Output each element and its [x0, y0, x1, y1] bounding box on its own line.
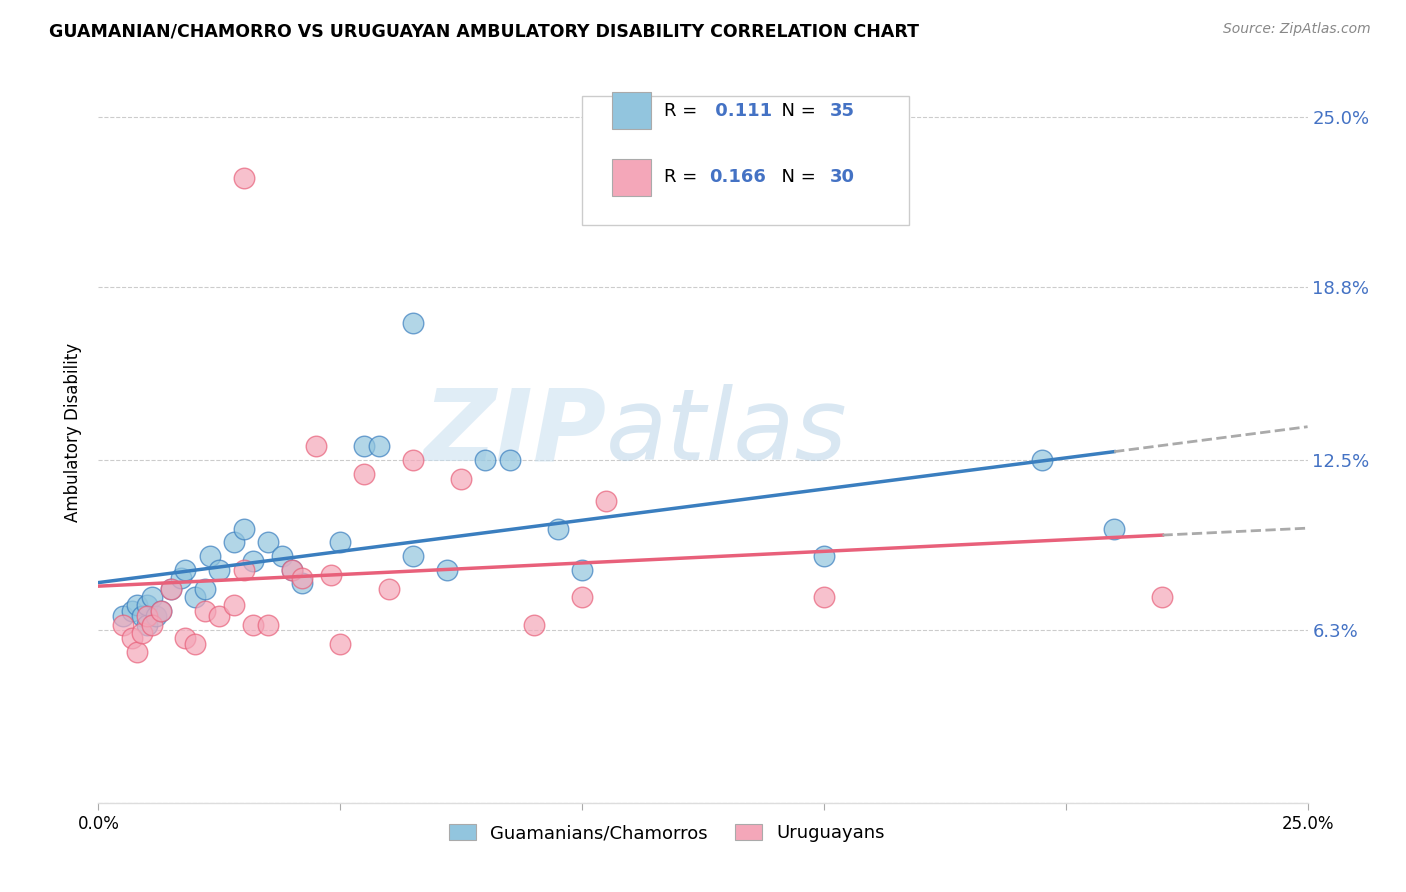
Point [111, 609, 134, 624]
Point [184, 590, 207, 604]
Point [141, 590, 163, 604]
Text: N =: N = [769, 169, 821, 186]
Point [242, 617, 264, 632]
Point [135, 617, 157, 632]
Point [194, 582, 217, 596]
Text: ZIP: ZIP [423, 384, 606, 481]
Point [232, 170, 254, 185]
Point [150, 604, 173, 618]
Point [290, 571, 312, 585]
Point [1152, 590, 1174, 604]
Point [184, 637, 207, 651]
Point [281, 563, 304, 577]
Point [169, 571, 191, 585]
Point [450, 472, 472, 486]
Text: N =: N = [769, 102, 821, 120]
Point [141, 617, 163, 632]
Point [377, 582, 399, 596]
Point [127, 645, 149, 659]
Point [281, 563, 304, 577]
Point [329, 535, 352, 549]
Text: 30: 30 [830, 169, 855, 186]
Point [329, 637, 352, 651]
Point [368, 439, 391, 453]
Point [305, 439, 328, 453]
Point [208, 609, 231, 624]
Point [547, 522, 569, 536]
Point [353, 467, 375, 481]
Point [256, 535, 278, 549]
Text: GUAMANIAN/CHAMORRO VS URUGUAYAN AMBULATORY DISABILITY CORRELATION CHART: GUAMANIAN/CHAMORRO VS URUGUAYAN AMBULATO… [49, 22, 920, 40]
Point [813, 590, 835, 604]
Text: R =: R = [664, 102, 703, 120]
Point [121, 604, 143, 618]
Point [131, 609, 153, 624]
Text: 0.111: 0.111 [709, 102, 772, 120]
Text: R =: R = [664, 169, 703, 186]
Point [174, 563, 197, 577]
Point [402, 549, 425, 563]
Point [436, 563, 458, 577]
FancyBboxPatch shape [582, 95, 908, 226]
Point [198, 549, 221, 563]
Point [111, 617, 134, 632]
Text: atlas: atlas [606, 384, 848, 481]
Point [194, 604, 217, 618]
Point [523, 617, 546, 632]
Point [232, 522, 254, 536]
Point [353, 439, 375, 453]
Point [595, 494, 617, 508]
Bar [613, 92, 651, 129]
Point [498, 453, 520, 467]
Point [160, 582, 183, 596]
Point [402, 453, 425, 467]
Text: Source: ZipAtlas.com: Source: ZipAtlas.com [1223, 22, 1371, 37]
Point [256, 617, 278, 632]
Legend: Guamanians/Chamorros, Uruguayans: Guamanians/Chamorros, Uruguayans [441, 816, 891, 849]
Text: 0.166: 0.166 [709, 169, 766, 186]
Point [474, 453, 496, 467]
Point [121, 632, 143, 646]
Point [222, 599, 245, 613]
Point [135, 599, 157, 613]
Point [127, 599, 149, 613]
Bar [613, 159, 651, 195]
Point [145, 609, 167, 624]
Point [242, 554, 264, 568]
Point [571, 590, 593, 604]
Point [131, 625, 153, 640]
Point [290, 576, 312, 591]
Point [174, 632, 197, 646]
Point [208, 563, 231, 577]
Point [571, 563, 593, 577]
Point [402, 316, 425, 330]
Point [319, 568, 342, 582]
Point [222, 535, 245, 549]
Point [160, 582, 183, 596]
Point [271, 549, 294, 563]
Text: 35: 35 [830, 102, 855, 120]
Point [813, 549, 835, 563]
Point [135, 609, 157, 624]
Point [1031, 453, 1053, 467]
Y-axis label: Ambulatory Disability: Ambulatory Disability [65, 343, 83, 522]
Point [232, 563, 254, 577]
Point [1102, 522, 1125, 536]
Point [150, 604, 173, 618]
